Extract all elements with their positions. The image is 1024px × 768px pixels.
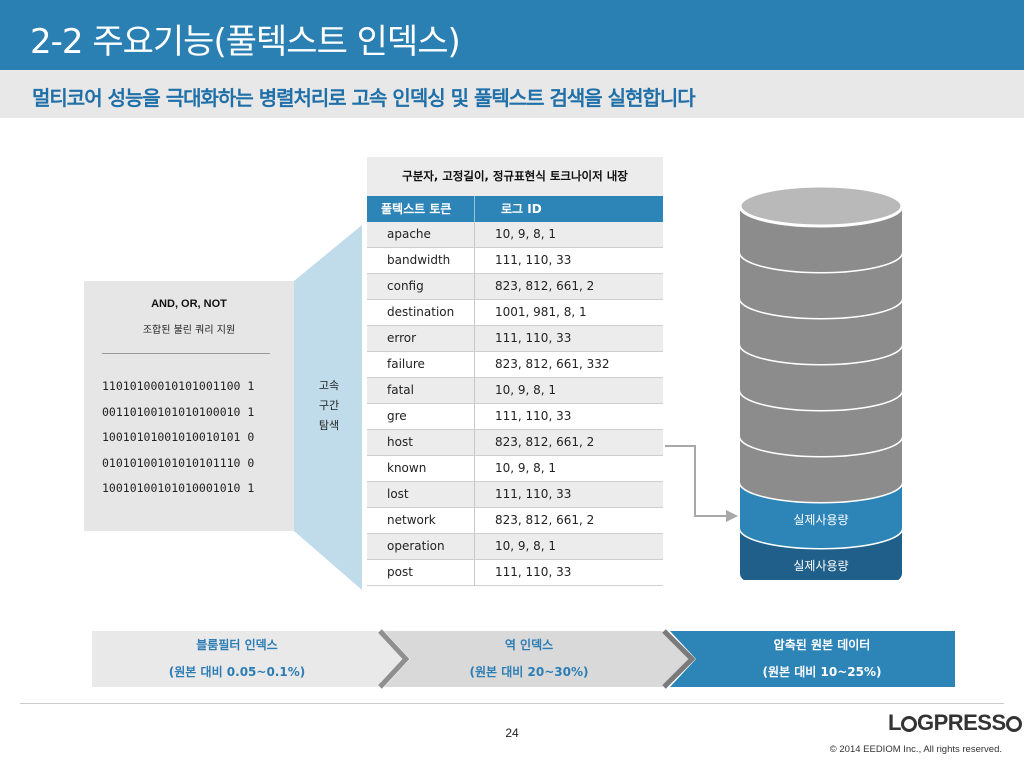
log-id-cell: 111, 110, 33 — [495, 253, 572, 267]
log-id-cell: 10, 9, 8, 1 — [495, 227, 557, 241]
tokenizer-caption: 구분자, 고정길이, 정규표현식 토크나이저 내장 — [367, 157, 663, 196]
bit-row: 10010101001010010101 0 — [102, 430, 255, 444]
table-header: 풀텍스트 토큰 로그 ID — [367, 196, 663, 222]
flow-step-compressed-data — [670, 631, 955, 687]
bit-row: 00110100101010100010 1 — [102, 404, 255, 419]
table-row: gre 111, 110, 33 — [367, 404, 663, 430]
page-number: 24 — [505, 726, 519, 740]
table-row: operation 10, 9, 8, 1 — [367, 534, 663, 560]
bit-row: 11010100010101001100 1 — [102, 379, 255, 393]
footer-divider — [20, 703, 1004, 704]
logo-ring-icon — [900, 716, 917, 732]
subtitle-bar — [0, 70, 1024, 118]
token-cell: failure — [367, 352, 475, 377]
token-cell: destination — [367, 300, 475, 325]
token-cell: network — [367, 508, 475, 533]
token-cell: host — [367, 430, 475, 455]
bloom-filter-index: 블룸필터 인덱스 (원본 대비 0.05~0.1%) — [92, 632, 382, 686]
token-cell: config — [367, 274, 475, 299]
table-row: fatal 10, 9, 8, 1 — [367, 378, 663, 404]
flow-step-ratio: (원본 대비 0.05~0.1%) — [168, 665, 306, 679]
flow-step-title: 역 인덱스 — [504, 638, 554, 652]
bit-row: 01010100101010101110 0 — [102, 455, 255, 470]
bit-row: 10010100101010001010 1 — [102, 481, 255, 495]
funnel-label-line: 구간 — [318, 399, 340, 412]
flow-step-bloom-filter — [92, 631, 404, 687]
bitmap-data: 11010100010101001100 1 00110100101010100… — [102, 374, 254, 502]
log-id-cell: 111, 110, 33 — [495, 409, 572, 423]
funnel-label-line: 탐색 — [318, 419, 340, 432]
log-id-cell: 823, 812, 661, 2 — [495, 435, 595, 449]
log-id-cell: 10, 9, 8, 1 — [495, 461, 557, 475]
divider — [102, 353, 270, 354]
fast-range-search-label: 고속 구간 탐색 — [312, 376, 346, 436]
column-header-log-id: 로그 ID — [501, 202, 542, 216]
log-id-cell: 10, 9, 8, 1 — [495, 383, 557, 397]
log-id-cell: 823, 812, 661, 2 — [495, 279, 595, 293]
token-cell: operation — [367, 534, 475, 559]
copyright-notice: © 2014 EEDIOM Inc., All rights reserved. — [829, 744, 1002, 755]
table-row: destination 1001, 981, 8, 1 — [367, 300, 663, 326]
page-subtitle: 멀티코어 성능을 극대화하는 병렬처리로 고속 인덱싱 및 풀텍스트 검색을 실… — [32, 86, 696, 110]
token-cell: lost — [367, 482, 475, 507]
inverted-index-table: 구분자, 고정길이, 정규표현식 토크나이저 내장 풀텍스트 토큰 로그 ID … — [367, 157, 663, 586]
token-cell: bandwidth — [367, 248, 475, 273]
title-bar — [0, 0, 1024, 70]
flow-step-title: 압축된 원본 데이터 — [773, 638, 871, 652]
boolean-query-caption: 조합된 불린 쿼리 지원 — [142, 325, 236, 336]
column-header-token: 풀텍스트 토큰 — [367, 196, 475, 222]
table-row: config 823, 812, 661, 2 — [367, 274, 663, 300]
page-title: 2-2 주요기능(풀텍스트 인덱스) — [30, 22, 461, 62]
database-stack-icon — [738, 184, 904, 580]
table-row: host 823, 812, 661, 2 — [367, 430, 663, 456]
disk-usage-label: 실제사용량 — [793, 559, 849, 573]
token-cell: apache — [367, 222, 475, 247]
table-row: known 10, 9, 8, 1 — [367, 456, 663, 482]
flow-step-ratio: (원본 대비 20~30%) — [469, 665, 589, 679]
log-id-cell: 111, 110, 33 — [495, 565, 572, 579]
funnel-label-line: 고속 — [318, 379, 340, 392]
log-id-cell: 1001, 981, 8, 1 — [495, 305, 587, 319]
log-id-cell: 823, 812, 661, 2 — [495, 513, 595, 527]
boolean-query-box: AND, OR, NOT 조합된 불린 쿼리 지원 11010100010101… — [84, 281, 294, 531]
flow-step-inverted-index — [384, 631, 690, 687]
flow-step-ratio: (원본 대비 10~25%) — [762, 665, 882, 679]
logpresso-logo: L GPRESS — [888, 710, 1022, 736]
log-id-cell: 10, 9, 8, 1 — [495, 539, 557, 553]
boolean-operators-label: AND, OR, NOT — [151, 298, 227, 310]
flow-step-title: 블룸필터 인덱스 — [196, 638, 278, 652]
inverted-index: 역 인덱스 (원본 대비 20~30%) — [392, 632, 666, 686]
table-row: error 111, 110, 33 — [367, 326, 663, 352]
table-row: post 111, 110, 33 — [367, 560, 663, 586]
table-row: lost 111, 110, 33 — [367, 482, 663, 508]
token-cell: error — [367, 326, 475, 351]
logo-ring-icon — [1005, 716, 1022, 732]
token-cell: fatal — [367, 378, 475, 403]
table-row: bandwidth 111, 110, 33 — [367, 248, 663, 274]
log-id-cell: 111, 110, 33 — [495, 331, 572, 345]
token-cell: post — [367, 560, 475, 585]
token-cell: gre — [367, 404, 475, 429]
table-row: apache 10, 9, 8, 1 — [367, 222, 663, 248]
disk-top — [738, 184, 904, 228]
log-id-cell: 111, 110, 33 — [495, 487, 572, 501]
compressed-raw-data: 압축된 원본 데이터 (원본 대비 10~25%) — [690, 632, 954, 686]
table-row: failure 823, 812, 661, 332 — [367, 352, 663, 378]
disk-usage-label: 실제사용량 — [793, 513, 849, 527]
table-body: apache 10, 9, 8, 1 bandwidth 111, 110, 33 … — [367, 222, 663, 586]
token-cell: known — [367, 456, 475, 481]
table-row: network 823, 812, 661, 2 — [367, 508, 663, 534]
log-id-cell: 823, 812, 661, 332 — [495, 357, 610, 371]
